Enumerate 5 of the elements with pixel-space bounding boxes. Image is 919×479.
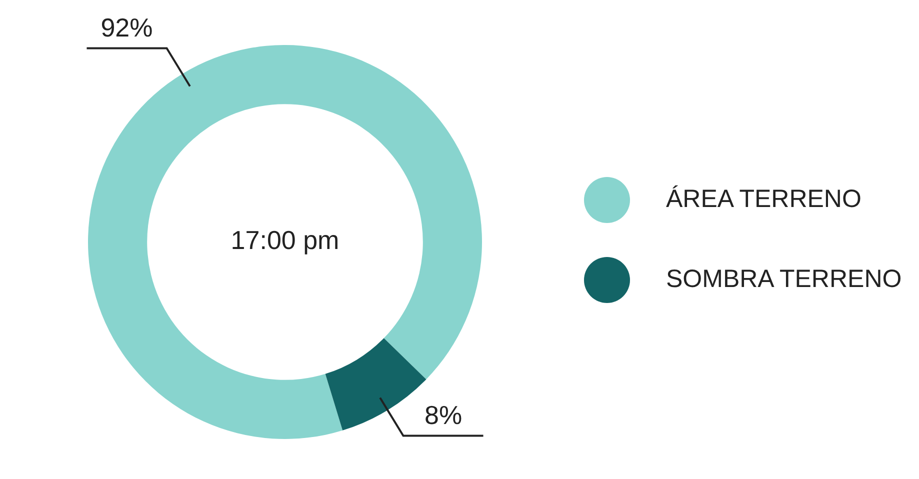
legend-label: SOMBRA TERRENO bbox=[666, 265, 902, 294]
data-label: 8% bbox=[424, 400, 462, 430]
data-label: 92% bbox=[100, 12, 153, 42]
legend-label: ÁREA TERRENO bbox=[666, 185, 862, 214]
text: 17:00 pm bbox=[230, 225, 340, 256]
